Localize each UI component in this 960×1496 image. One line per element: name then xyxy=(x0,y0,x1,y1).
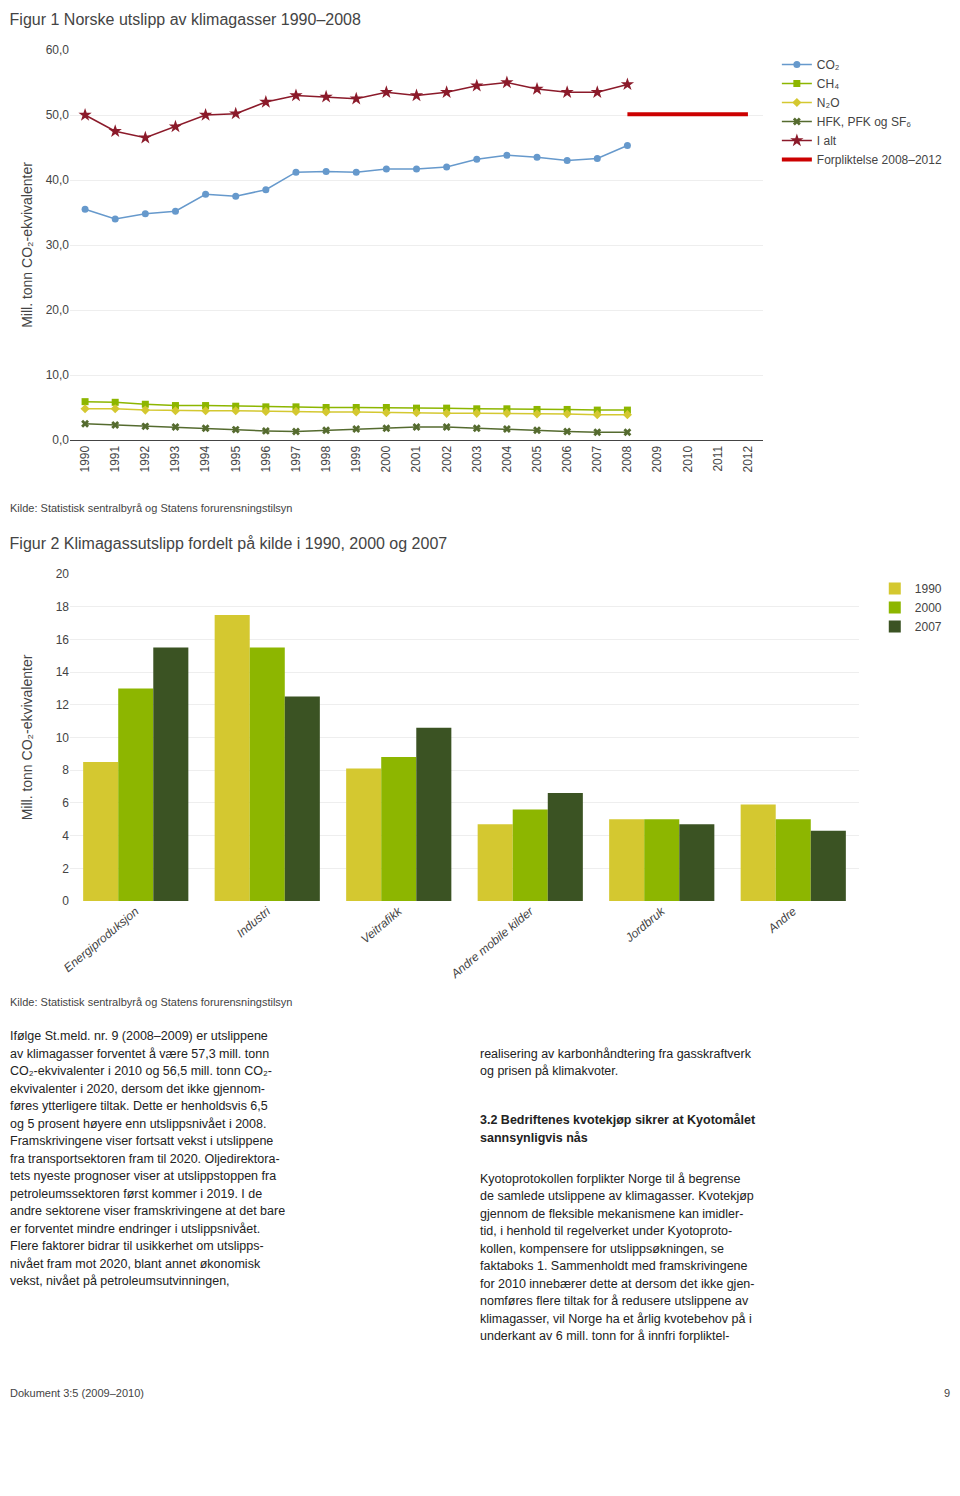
svg-text:1992: 1992 xyxy=(138,445,152,472)
svg-text:1994: 1994 xyxy=(198,445,212,472)
svg-text:2008: 2008 xyxy=(620,445,634,472)
html-text:Ifølge St.meld. nr. 9 (2008–20: Ifølge St.meld. nr. 9 (2008–2009) er uts… xyxy=(10,1029,286,1288)
svg-text:N₂O: N₂O xyxy=(817,96,840,110)
svg-text:4: 4 xyxy=(62,829,69,843)
svg-text:Veitrafikk: Veitrafikk xyxy=(358,904,405,947)
svg-text:10: 10 xyxy=(56,731,70,745)
svg-text:Jordbruk: Jordbruk xyxy=(622,904,668,946)
svg-text:1995: 1995 xyxy=(229,445,243,472)
svg-text:10,0: 10,0 xyxy=(46,368,70,382)
svg-text:CO₂: CO₂ xyxy=(817,58,840,72)
svg-text:1991: 1991 xyxy=(108,445,122,472)
html-text:3.2 Bedriftenes kvotekjøp sikr: 3.2 Bedriftenes kvotekjøp sikrer at Kyot… xyxy=(480,1113,756,1145)
svg-text:2007: 2007 xyxy=(915,620,942,634)
svg-text:2010: 2010 xyxy=(681,445,695,472)
svg-text:2004: 2004 xyxy=(500,445,514,472)
svg-text:2001: 2001 xyxy=(409,445,423,472)
svg-text:Andre: Andre xyxy=(765,904,800,936)
svg-text:30,0: 30,0 xyxy=(46,238,70,252)
svg-text:0: 0 xyxy=(62,894,69,908)
svg-text:Andre mobile kilder: Andre mobile kilder xyxy=(448,904,537,982)
svg-text:16: 16 xyxy=(56,633,70,647)
svg-text:2000: 2000 xyxy=(379,445,393,472)
svg-text:2003: 2003 xyxy=(470,445,484,472)
svg-text:8: 8 xyxy=(62,763,69,777)
svg-text:2012: 2012 xyxy=(741,445,755,472)
svg-text:20,0: 20,0 xyxy=(46,303,70,317)
svg-text:CH₄: CH₄ xyxy=(817,77,839,91)
svg-text:Forpliktelse 2008–2012: Forpliktelse 2008–2012 xyxy=(817,153,942,167)
html-text:Dokument 3:5 (2009–2010): Dokument 3:5 (2009–2010) xyxy=(10,1387,144,1399)
svg-text:0,0: 0,0 xyxy=(52,433,69,447)
svg-text:1999: 1999 xyxy=(349,445,363,472)
svg-text:1990: 1990 xyxy=(78,445,92,472)
svg-text:14: 14 xyxy=(56,665,70,679)
svg-text:Figur 1 Norske utslipp av klim: Figur 1 Norske utslipp av klimagasser 19… xyxy=(10,11,361,28)
svg-text:Energiproduksjon: Energiproduksjon xyxy=(61,904,142,975)
svg-text:2000: 2000 xyxy=(915,601,942,615)
svg-text:HFK, PFK og SF₆: HFK, PFK og SF₆ xyxy=(817,115,911,129)
svg-text:I alt: I alt xyxy=(817,134,837,148)
svg-text:2007: 2007 xyxy=(590,445,604,472)
svg-text:2006: 2006 xyxy=(560,445,574,472)
svg-text:6: 6 xyxy=(62,796,69,810)
svg-text:2: 2 xyxy=(62,862,69,876)
svg-text:12: 12 xyxy=(56,698,70,712)
html-text:Kyotoprotokollen forplikter No: Kyotoprotokollen forplikter Norge til å … xyxy=(480,1171,755,1343)
html-text:Kilde: Statistisk sentralbyrå: Kilde: Statistisk sentralbyrå og Statens… xyxy=(10,996,293,1008)
svg-text:2009: 2009 xyxy=(650,445,664,472)
svg-text:1998: 1998 xyxy=(319,445,333,472)
svg-text:Mill. tonn CO₂-ekvivalenter: Mill. tonn CO₂-ekvivalenter xyxy=(19,162,35,328)
svg-text:1996: 1996 xyxy=(259,445,273,472)
svg-text:50,0: 50,0 xyxy=(46,108,70,122)
svg-text:40,0: 40,0 xyxy=(46,173,70,187)
svg-text:2011: 2011 xyxy=(711,445,725,471)
svg-text:18: 18 xyxy=(56,600,70,614)
svg-text:1990: 1990 xyxy=(915,582,942,596)
html-text:9: 9 xyxy=(943,1387,950,1399)
svg-text:60,0: 60,0 xyxy=(46,43,70,57)
svg-text:Mill. tonn CO₂-ekvivalenter: Mill. tonn CO₂-ekvivalenter xyxy=(19,654,35,820)
html-text:Kilde: Statistisk sentralbyrå: Kilde: Statistisk sentralbyrå og Statens… xyxy=(10,502,293,514)
html-text:realisering av karbonhåndterin: realisering av karbonhåndtering fra gass… xyxy=(480,1046,751,1078)
svg-text:Industri: Industri xyxy=(234,904,273,940)
svg-text:2002: 2002 xyxy=(440,445,454,472)
svg-text:20: 20 xyxy=(56,567,70,581)
svg-text:1993: 1993 xyxy=(168,445,182,472)
svg-text:Figur 2 Klimagassutslipp forde: Figur 2 Klimagassutslipp fordelt på kild… xyxy=(10,535,448,552)
svg-text:2005: 2005 xyxy=(530,445,544,472)
svg-text:1997: 1997 xyxy=(289,445,303,472)
